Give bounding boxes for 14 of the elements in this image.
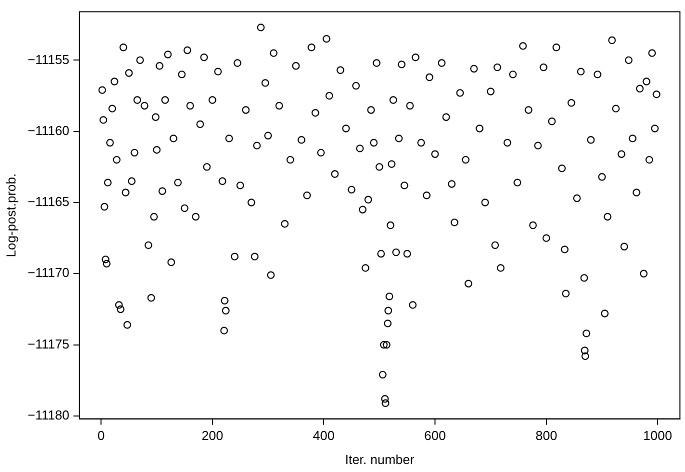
x-tick-label: 600 [424, 428, 446, 444]
x-axis-title: Iter. number [344, 452, 416, 467]
y-axis-title: Log-post.prob. [3, 173, 18, 258]
y-tick-label: −11165 [28, 194, 70, 210]
y-tick-label: −11160 [28, 122, 70, 138]
x-tick-label: 1000 [643, 428, 672, 444]
y-tick-label: −11175 [28, 336, 70, 352]
x-tick-label: 400 [312, 428, 335, 444]
x-tick-label: 0 [98, 428, 105, 444]
y-tick-label: −11180 [28, 408, 70, 423]
y-tick-label: −11155 [28, 52, 70, 67]
y-tick-label: −11170 [28, 265, 70, 280]
x-tick-label: 200 [202, 428, 224, 444]
x-tick-label: 800 [535, 428, 558, 444]
